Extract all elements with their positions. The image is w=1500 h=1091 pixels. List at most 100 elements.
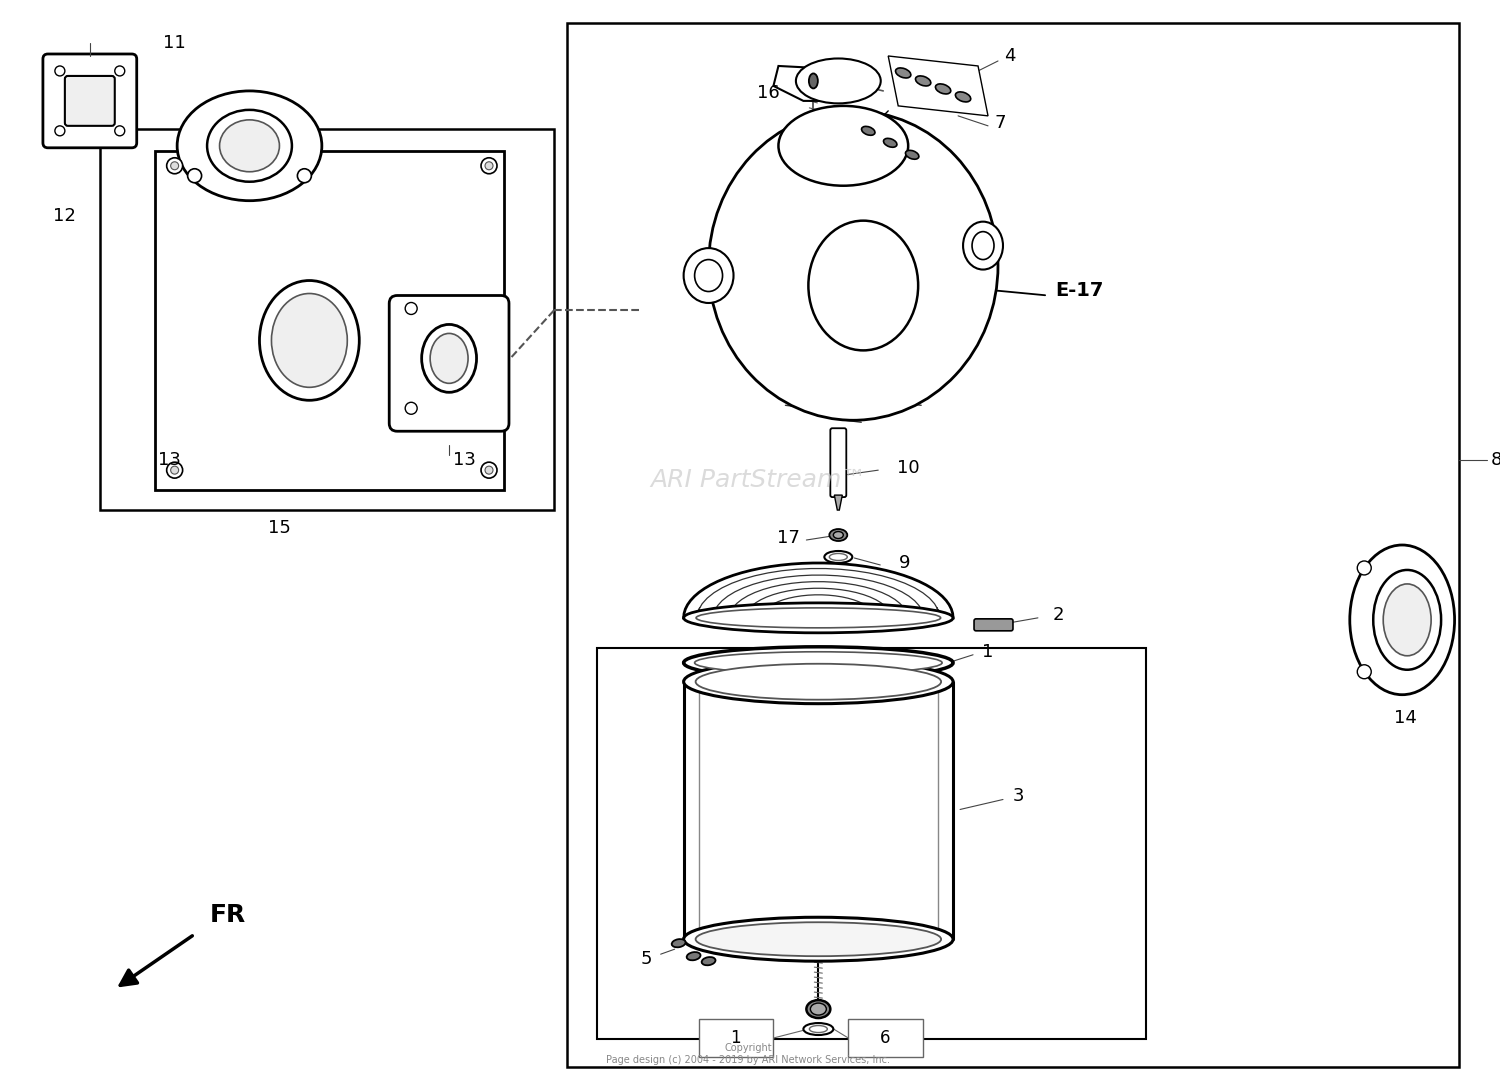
Ellipse shape: [810, 1003, 826, 1015]
Circle shape: [171, 466, 178, 475]
Ellipse shape: [687, 952, 700, 960]
Ellipse shape: [1383, 584, 1431, 656]
Ellipse shape: [694, 651, 942, 674]
Ellipse shape: [830, 529, 848, 541]
Polygon shape: [684, 563, 952, 618]
Text: 13: 13: [453, 452, 476, 469]
Ellipse shape: [207, 110, 292, 182]
Ellipse shape: [672, 939, 686, 947]
Ellipse shape: [830, 553, 848, 561]
Ellipse shape: [708, 111, 998, 420]
Text: 2: 2: [1052, 606, 1064, 624]
Ellipse shape: [796, 59, 880, 104]
Circle shape: [171, 161, 178, 170]
Ellipse shape: [696, 663, 940, 699]
Ellipse shape: [219, 120, 279, 171]
Ellipse shape: [422, 324, 477, 393]
Ellipse shape: [696, 922, 940, 956]
Text: 12: 12: [54, 206, 76, 225]
Circle shape: [484, 466, 494, 475]
Text: 16: 16: [758, 84, 780, 101]
Bar: [699, 1019, 774, 1057]
Ellipse shape: [1350, 546, 1455, 695]
Bar: [100, 129, 554, 511]
Circle shape: [1358, 561, 1371, 575]
Circle shape: [297, 169, 312, 182]
Ellipse shape: [936, 84, 951, 94]
Ellipse shape: [684, 603, 952, 633]
Ellipse shape: [896, 68, 910, 77]
Bar: [597, 648, 1146, 1039]
Text: Copyright
Page design (c) 2004 - 2019 by ARI Network Services, Inc.: Copyright Page design (c) 2004 - 2019 by…: [606, 1043, 891, 1065]
FancyBboxPatch shape: [974, 619, 1012, 631]
Text: 4: 4: [1004, 47, 1016, 65]
Circle shape: [484, 161, 494, 170]
Text: 14: 14: [1394, 709, 1416, 727]
Text: 5: 5: [640, 950, 652, 968]
Ellipse shape: [906, 151, 920, 159]
Text: 13: 13: [158, 452, 182, 469]
Bar: [849, 1019, 922, 1057]
Text: FR: FR: [210, 903, 246, 927]
Ellipse shape: [884, 139, 897, 147]
Circle shape: [166, 463, 183, 478]
Circle shape: [405, 403, 417, 415]
FancyBboxPatch shape: [831, 429, 846, 497]
Ellipse shape: [807, 1000, 831, 1018]
Text: 1: 1: [982, 643, 993, 661]
Text: 8: 8: [1491, 452, 1500, 469]
Ellipse shape: [260, 280, 360, 400]
Text: 7: 7: [994, 113, 1005, 132]
Circle shape: [166, 158, 183, 173]
Ellipse shape: [272, 293, 348, 387]
Ellipse shape: [684, 248, 734, 303]
Text: 17: 17: [777, 529, 800, 547]
Circle shape: [482, 463, 496, 478]
Circle shape: [116, 65, 124, 76]
FancyBboxPatch shape: [388, 296, 508, 431]
Ellipse shape: [915, 76, 932, 86]
Ellipse shape: [684, 647, 952, 679]
Text: 3: 3: [1013, 788, 1023, 805]
Ellipse shape: [694, 260, 723, 291]
Ellipse shape: [684, 918, 952, 961]
Polygon shape: [888, 56, 989, 116]
Ellipse shape: [778, 106, 908, 185]
Circle shape: [188, 169, 201, 182]
Text: 10: 10: [897, 459, 920, 477]
Text: 6: 6: [880, 1029, 891, 1047]
Ellipse shape: [963, 221, 1004, 269]
Circle shape: [56, 125, 64, 135]
Ellipse shape: [972, 231, 994, 260]
Polygon shape: [834, 495, 843, 511]
Text: 9: 9: [898, 554, 910, 572]
Ellipse shape: [956, 92, 970, 101]
Circle shape: [56, 65, 64, 76]
Ellipse shape: [808, 73, 818, 88]
Circle shape: [116, 125, 124, 135]
Ellipse shape: [810, 1026, 828, 1032]
Circle shape: [1358, 664, 1371, 679]
Ellipse shape: [430, 334, 468, 383]
Circle shape: [482, 158, 496, 173]
FancyBboxPatch shape: [44, 53, 136, 147]
Ellipse shape: [177, 91, 322, 201]
Ellipse shape: [808, 220, 918, 350]
Polygon shape: [774, 65, 873, 100]
Ellipse shape: [1372, 570, 1442, 670]
Circle shape: [405, 302, 417, 314]
FancyBboxPatch shape: [64, 76, 116, 125]
Ellipse shape: [861, 127, 874, 135]
Ellipse shape: [696, 608, 940, 627]
Ellipse shape: [702, 957, 715, 966]
Ellipse shape: [825, 551, 852, 563]
Text: 15: 15: [268, 519, 291, 537]
Text: E-17: E-17: [1056, 281, 1104, 300]
Text: 11: 11: [164, 34, 186, 52]
Polygon shape: [154, 151, 504, 490]
Text: ARI PartStream™: ARI PartStream™: [651, 468, 867, 492]
Ellipse shape: [804, 1023, 834, 1035]
Ellipse shape: [834, 531, 843, 539]
Text: 1: 1: [730, 1029, 741, 1047]
Ellipse shape: [684, 660, 952, 704]
